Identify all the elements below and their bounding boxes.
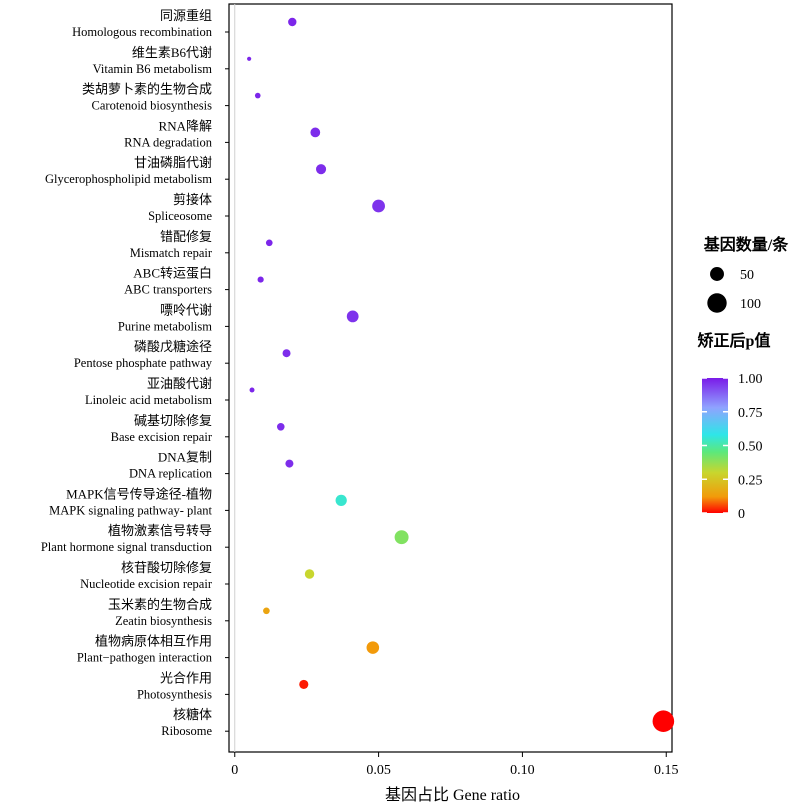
category-label-cn: RNA降解	[159, 118, 212, 133]
size-legend-label: 50	[740, 268, 754, 283]
x-tick-label: 0.05	[366, 763, 391, 778]
color-legend-title: 矫正后p值	[698, 331, 771, 350]
data-point	[310, 127, 321, 138]
data-point	[265, 239, 273, 247]
size-legend-dot	[710, 267, 724, 281]
category-label-cn: 亚油酸代谢	[147, 376, 212, 391]
data-point	[304, 569, 315, 579]
color-bar-label: 1.00	[738, 372, 763, 387]
data-point	[276, 423, 285, 431]
data-point	[247, 56, 252, 61]
category-label-cn: 光合作用	[160, 670, 212, 685]
data-point	[346, 310, 359, 323]
data-points	[247, 17, 675, 732]
category-label-en: MAPK signaling pathway- plant	[49, 503, 212, 517]
category-label-en: Plant−pathogen interaction	[77, 651, 213, 665]
x-tick-label: 0	[231, 763, 238, 778]
data-point	[366, 641, 380, 654]
category-label-en: Purine metabolism	[118, 319, 212, 333]
legend: 基因数量/条 50 100 矫正后p值 1.00 0.75 0.50 0.25 0	[698, 235, 790, 522]
category-label-cn: 核糖体	[173, 707, 212, 722]
category-label-cn: 同源重组	[160, 8, 212, 23]
x-axis: 0 0.05 0.10 0.15 基因占比 Gene ratio	[231, 752, 678, 804]
category-labels: 同源重组 Homologous recombination 维生素B6代谢 Vitam…	[41, 8, 229, 738]
category-label-en: Base excision repair	[111, 430, 213, 444]
category-label-cn: DNA复制	[158, 450, 212, 465]
category-label-cn: 维生素B6代谢	[132, 45, 212, 60]
category-label-en: Zeatin biosynthesis	[115, 614, 212, 628]
category-label-en: Plant hormone signal transduction	[41, 540, 213, 554]
data-point	[299, 679, 309, 689]
category-label-en: Homologous recombination	[72, 25, 213, 39]
category-label-cn: 植物激素信号转导	[108, 523, 212, 538]
category-label-cn: 玉米素的生物合成	[108, 597, 212, 612]
color-bar-label: 0.50	[738, 440, 763, 455]
data-point	[254, 92, 261, 99]
data-point	[372, 199, 385, 213]
color-bar-label: 0	[738, 507, 745, 522]
data-point	[288, 17, 297, 27]
size-legend-label: 100	[740, 297, 761, 312]
category-label-en: Nucleotide excision repair	[80, 577, 213, 591]
category-label-cn: 类胡萝卜素的生物合成	[82, 82, 212, 97]
plot-border	[228, 3, 673, 753]
category-label-en: RNA degradation	[124, 135, 213, 149]
category-label-cn: 磷酸戊糖途径	[134, 339, 212, 354]
category-label-en: Pentose phosphate pathway	[74, 356, 213, 370]
category-label-cn: 剪接体	[173, 192, 212, 207]
size-legend-title: 基因数量/条	[703, 235, 789, 254]
category-label-cn: 甘油磷脂代谢	[134, 155, 212, 170]
category-label-cn: 核苷酸切除修复	[121, 560, 212, 575]
x-tick-label: 0.10	[510, 763, 535, 778]
category-label-cn: 碱基切除修复	[134, 413, 212, 428]
plot-frame	[228, 3, 673, 753]
category-label-cn: ABC转运蛋白	[133, 266, 212, 281]
color-bar-label: 0.25	[738, 473, 763, 488]
category-label-en: DNA replication	[129, 467, 213, 481]
category-label-en: Carotenoid biosynthesis	[92, 99, 213, 113]
data-point	[257, 276, 264, 283]
category-label-en: Vitamin B6 metabolism	[93, 62, 213, 76]
data-point	[282, 349, 291, 358]
category-label-cn: 错配修复	[160, 229, 212, 244]
data-point	[316, 164, 327, 175]
category-label-en: ABC transporters	[124, 283, 212, 297]
category-label-en: Spliceosome	[148, 209, 212, 223]
category-label-en: Ribosome	[161, 724, 212, 738]
category-label-en: Photosynthesis	[137, 687, 212, 701]
data-point	[335, 494, 347, 507]
size-legend-dot	[707, 293, 727, 313]
data-point	[652, 710, 675, 732]
category-label-cn: 植物病原体相互作用	[95, 634, 212, 649]
x-tick-label: 0.15	[654, 763, 679, 778]
category-label-en: Mismatch repair	[130, 246, 213, 260]
data-point	[263, 607, 270, 615]
color-bar-label: 0.75	[738, 406, 763, 421]
category-label-cn: MAPK信号传导途径-植物	[66, 486, 212, 501]
category-label-cn: 嘌呤代谢	[160, 302, 212, 317]
x-axis-title: 基因占比 Gene ratio	[385, 786, 520, 804]
category-label-en: Linoleic acid metabolism	[85, 393, 212, 407]
data-point	[285, 459, 294, 468]
data-point	[394, 530, 409, 545]
category-label-en: Glycerophospholipid metabolism	[45, 172, 212, 186]
data-point	[249, 387, 255, 393]
